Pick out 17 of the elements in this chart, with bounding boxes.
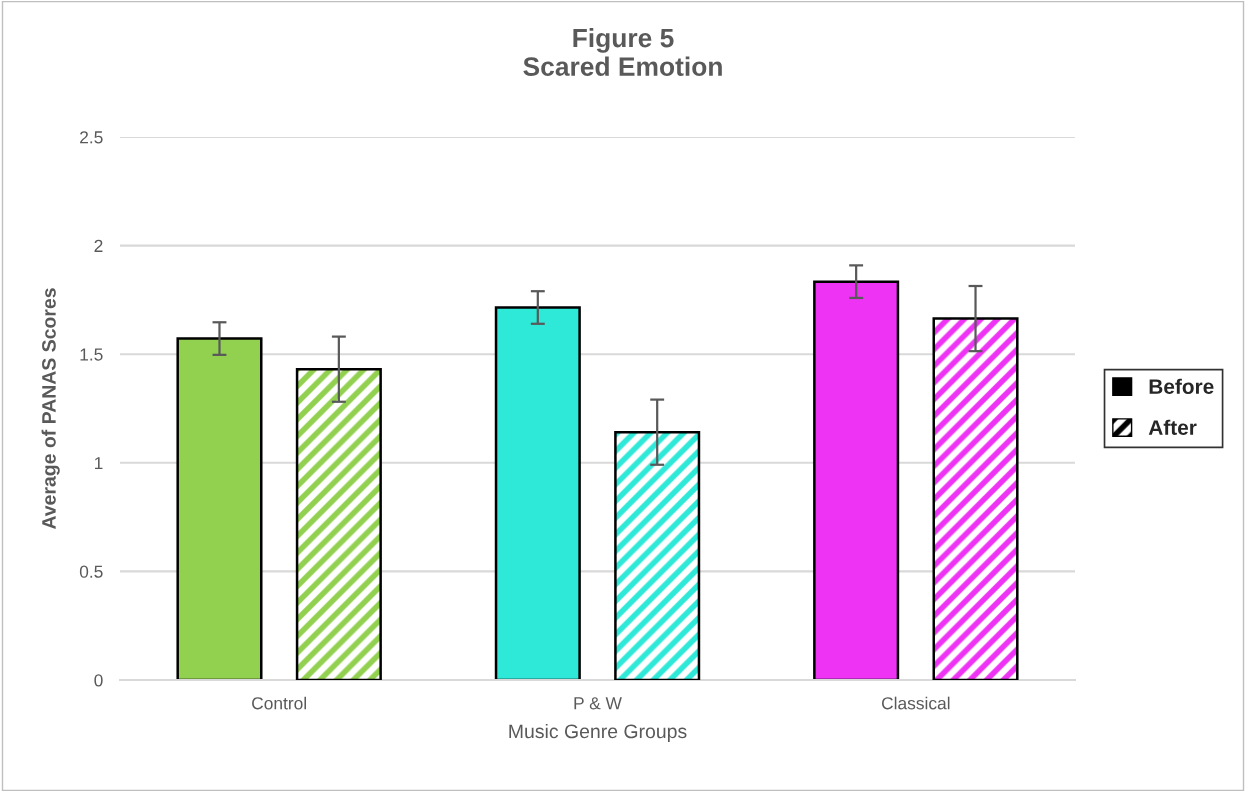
y-tick-label: 0.5 [79,565,103,578]
bar [176,337,263,680]
x-tick-label: Classical [881,696,950,710]
x-tick-label: Control [252,696,306,710]
y-tick-label: 2 [94,239,103,252]
text: After [1148,419,1197,435]
bar [813,280,900,680]
y-tick-label: 1 [95,457,103,470]
y-tick-label: 1.5 [80,348,103,361]
chart-title: Figure 5 Scared Emotion [523,28,722,76]
x-axis-title: Music Genre Groups [509,723,687,743]
y-tick-label: 0 [94,674,103,687]
text: Before [1149,378,1214,394]
x-tick-label: P & W [574,697,622,710]
y-tick-label: 2.5 [80,131,103,144]
y-axis-title: Average of PANAS Scores [41,288,60,530]
bar [494,306,581,680]
